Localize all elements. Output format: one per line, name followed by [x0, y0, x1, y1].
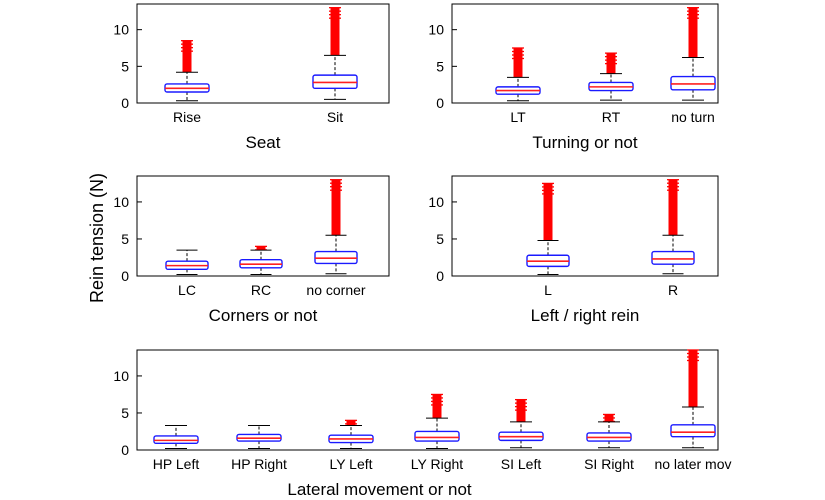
outlier-band [668, 179, 678, 236]
x-tick-label: HP Right [231, 456, 287, 472]
y-tick-label: 5 [121, 58, 129, 74]
x-tick-label: LY Right [411, 456, 464, 472]
box-ly-left [328, 419, 374, 450]
y-tick-label: 5 [121, 231, 129, 247]
x-tick-label: no corner [306, 282, 365, 298]
panel-1: 0 5 10 Rise Sit Seat [113, 3, 390, 152]
outlier-band [513, 48, 523, 78]
outlier-band [256, 246, 266, 251]
x-tick-label: R [668, 282, 678, 298]
box-si-left [498, 398, 544, 449]
box-sit [312, 7, 358, 100]
panel-4: 0 5 10 L R Left / right rein [428, 175, 719, 325]
box-ly-right [414, 393, 460, 450]
box-rise [164, 40, 210, 102]
panel-2: 0 5 10 LT RT no turn Turning or not [428, 3, 719, 152]
x-tick-label: RC [251, 282, 271, 298]
box-no-turn [670, 7, 716, 101]
outlier-band [432, 394, 442, 419]
x-tick-label: SI Right [584, 456, 634, 472]
y-tick-label: 10 [428, 22, 444, 38]
box-lt [495, 47, 541, 102]
x-axis-label: Turning or not [532, 133, 637, 152]
y-tick-label: 5 [436, 58, 444, 74]
plot-frame [136, 349, 719, 451]
box-rc [239, 245, 283, 276]
x-tick-label: RT [602, 109, 621, 125]
x-axis-label: Lateral movement or not [287, 480, 472, 499]
outlier-band [346, 420, 356, 426]
x-tick-label: Rise [173, 109, 201, 125]
x-tick-label: L [544, 282, 552, 298]
plot-frame [136, 3, 390, 104]
panel-5: 0 5 10 HP Left HP Right LY Left LY Right SI Lef… [113, 349, 732, 499]
outlier-band [331, 179, 341, 236]
y-tick-label: 10 [113, 194, 129, 210]
box-no-later-mov [670, 349, 716, 449]
box-iqr [414, 430, 460, 442]
outlier-band [543, 183, 553, 241]
x-tick-label: no turn [671, 109, 715, 125]
box-l [526, 182, 570, 276]
x-tick-label: LT [510, 109, 526, 125]
box-r [651, 179, 695, 275]
y-tick-label: 5 [436, 231, 444, 247]
outlier-band [688, 350, 698, 408]
y-tick-label: 5 [121, 405, 129, 421]
y-tick-label: 0 [436, 95, 444, 111]
y-tick-label: 0 [121, 268, 129, 284]
x-tick-label: HP Left [153, 456, 200, 472]
y-tick-label: 0 [121, 95, 129, 111]
x-tick-label: Sit [327, 109, 343, 125]
outlier-band [182, 40, 192, 73]
y-axis-label: Rein tension (N) [87, 173, 107, 303]
x-tick-label: LY Left [329, 456, 372, 472]
y-tick-label: 0 [121, 442, 129, 458]
outlier-band [330, 7, 340, 56]
box-hp-right [236, 425, 282, 450]
y-tick-label: 10 [113, 368, 129, 384]
box-si-right [586, 413, 632, 449]
plot-frame [451, 175, 719, 277]
x-axis-label: Corners or not [209, 306, 318, 325]
y-tick-label: 10 [113, 22, 129, 38]
box-lc [165, 249, 209, 276]
box-iqr [651, 250, 695, 265]
box-hp-left [153, 425, 199, 450]
x-axis-label: Seat [246, 133, 281, 152]
y-tick-label: 0 [436, 268, 444, 284]
outlier-band [688, 7, 698, 58]
x-tick-label: LC [178, 282, 196, 298]
plot-frame [136, 175, 390, 277]
x-tick-label: no later mov [654, 456, 731, 472]
box-iqr [670, 424, 716, 438]
x-axis-label: Left / right rein [531, 306, 640, 325]
panel-3: 0 5 10 LC RC no corner Corners or not [113, 175, 390, 325]
x-tick-label: SI Left [501, 456, 542, 472]
box-rt [588, 52, 634, 101]
plot-frame [451, 3, 719, 104]
box-no-corner [314, 179, 358, 275]
y-tick-label: 10 [428, 194, 444, 210]
